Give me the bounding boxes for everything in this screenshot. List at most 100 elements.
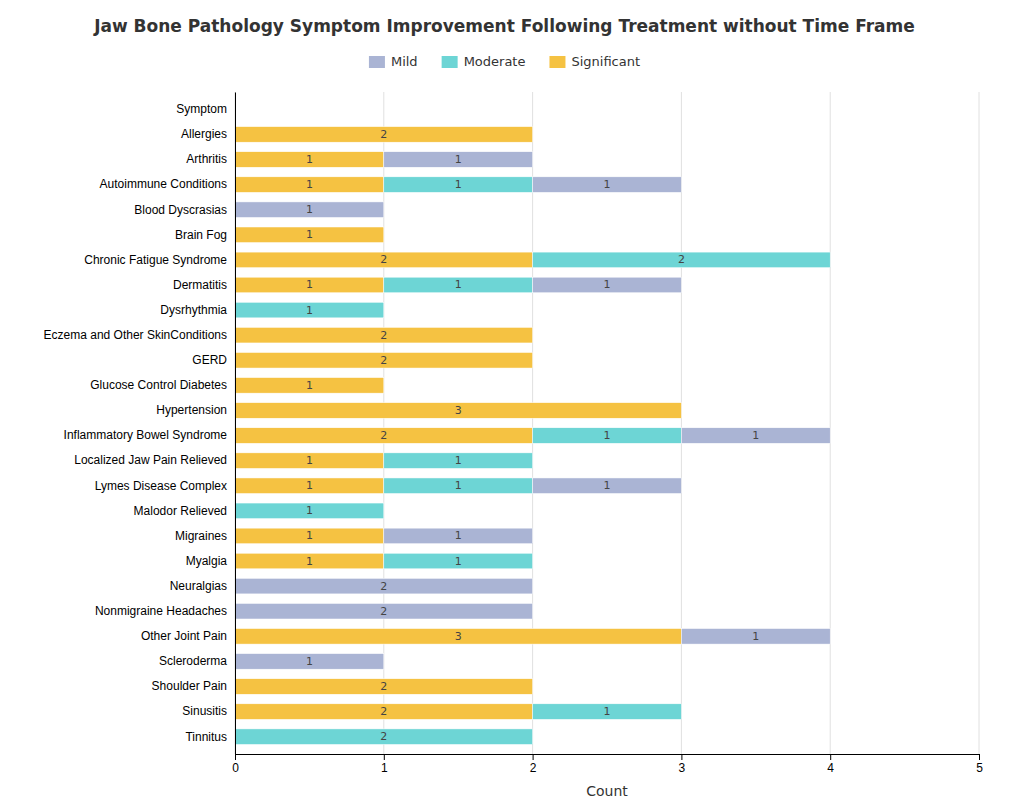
y-tick: Sinusitis xyxy=(182,704,227,718)
data-label: 3 xyxy=(455,404,462,417)
data-label: 1 xyxy=(306,655,313,668)
data-label: 2 xyxy=(380,605,387,618)
legend-item: Significant xyxy=(549,54,640,69)
x-tick-mark xyxy=(235,754,236,760)
data-label: 2 xyxy=(380,680,387,693)
x-tick: 3 xyxy=(679,754,686,775)
y-tick-label: Brain Fog xyxy=(175,228,227,242)
bar-segment xyxy=(235,478,384,494)
data-label: 1 xyxy=(306,555,313,568)
data-label: 1 xyxy=(455,454,462,467)
data-label: 1 xyxy=(455,153,462,166)
y-tick: Eczema and Other SkinConditions xyxy=(44,328,227,342)
y-tick: Inflammatory Bowel Syndrome xyxy=(64,428,228,442)
data-label: 1 xyxy=(604,278,611,291)
legend-label: Moderate xyxy=(464,54,526,69)
data-label: 1 xyxy=(604,429,611,442)
data-label: 1 xyxy=(455,479,462,492)
bar-segment xyxy=(235,177,384,193)
legend-swatch xyxy=(369,56,385,68)
data-label: 1 xyxy=(604,178,611,191)
data-label: 1 xyxy=(604,705,611,718)
bar-segment xyxy=(235,327,533,343)
data-label: 2 xyxy=(380,253,387,266)
y-tick: GERD xyxy=(192,353,227,367)
x-tick-label: 3 xyxy=(679,761,686,775)
y-tick-label: Localized Jaw Pain Relieved xyxy=(74,453,227,467)
y-tick-label: Neuralgias xyxy=(170,579,227,593)
y-tick-label: Lymes Disease Complex xyxy=(95,479,227,493)
y-axis-line xyxy=(235,93,236,755)
bar-segment xyxy=(235,352,533,368)
x-tick-mark xyxy=(830,754,831,760)
bar-segment xyxy=(235,403,681,419)
bar-segment xyxy=(235,553,384,569)
bar-segment xyxy=(384,553,533,569)
data-labels: 2111111122111122132111111111111223112212 xyxy=(306,128,759,743)
y-tick: Other Joint Pain xyxy=(141,629,227,643)
y-tick: Migraines xyxy=(175,529,227,543)
legend-item: Moderate xyxy=(442,54,526,69)
data-label: 1 xyxy=(306,504,313,517)
bar-segment xyxy=(235,227,384,243)
grid xyxy=(235,92,979,754)
y-axis: SymptomAllergiesArthritisAutoimmune Cond… xyxy=(44,93,236,755)
y-tick-label: Shoulder Pain xyxy=(152,679,227,693)
x-tick-label: 1 xyxy=(381,761,388,775)
data-label: 2 xyxy=(380,580,387,593)
y-tick: Tinnitus xyxy=(185,730,227,744)
data-label: 3 xyxy=(455,630,462,643)
bar-segment xyxy=(235,453,384,469)
y-tick: Hypertension xyxy=(156,403,227,417)
x-tick-mark xyxy=(533,754,534,760)
y-tick: Allergies xyxy=(181,127,227,141)
y-tick-label: Nonmigraine Headaches xyxy=(95,604,227,618)
y-tick: Brain Fog xyxy=(175,228,227,242)
x-tick-mark xyxy=(979,754,980,760)
y-tick: Blood Dyscrasias xyxy=(134,203,227,217)
y-tick: Scleroderma xyxy=(159,654,227,668)
y-tick-label: Blood Dyscrasias xyxy=(134,203,227,217)
bar-segment xyxy=(384,453,533,469)
y-tick: Nonmigraine Headaches xyxy=(95,604,227,618)
y-tick: Dysrhythmia xyxy=(160,303,227,317)
data-label: 2 xyxy=(380,730,387,743)
data-label: 1 xyxy=(306,153,313,166)
y-tick: Localized Jaw Pain Relieved xyxy=(74,453,227,467)
grid-line xyxy=(830,92,831,754)
y-tick: Arthritis xyxy=(186,152,227,166)
y-tick-label: Inflammatory Bowel Syndrome xyxy=(64,428,228,442)
y-tick-label: Hypertension xyxy=(156,403,227,417)
bar-segment xyxy=(235,528,384,544)
grid-line xyxy=(235,92,236,754)
bars xyxy=(235,127,830,745)
y-tick-label: Scleroderma xyxy=(159,654,227,668)
bar-segment xyxy=(235,277,384,293)
chart-svg: Jaw Bone Pathology Symptom Improvement F… xyxy=(0,0,1009,809)
bar-segment xyxy=(533,177,682,193)
x-tick: 2 xyxy=(530,754,537,775)
data-label: 1 xyxy=(306,278,313,291)
bar-segment xyxy=(384,152,533,168)
data-label: 2 xyxy=(678,253,685,266)
x-axis: 012345 xyxy=(232,754,983,775)
bar-segment xyxy=(235,603,533,619)
bar-segment xyxy=(533,252,831,268)
bar-segment xyxy=(235,428,533,444)
y-tick-label: Arthritis xyxy=(186,152,227,166)
data-label: 1 xyxy=(306,379,313,392)
x-tick: 1 xyxy=(381,754,388,775)
data-label: 1 xyxy=(752,630,759,643)
x-tick: 0 xyxy=(232,754,239,775)
y-tick: Neuralgias xyxy=(170,579,227,593)
legend-item: Mild xyxy=(369,54,418,69)
bar-segment xyxy=(533,478,682,494)
bar-segment xyxy=(235,378,384,394)
data-label: 2 xyxy=(380,429,387,442)
y-tick-label: GERD xyxy=(192,353,227,367)
data-label: 2 xyxy=(380,329,387,342)
x-axis-title: Count xyxy=(586,783,628,799)
y-tick: Lymes Disease Complex xyxy=(95,479,227,493)
y-tick: Chronic Fatigue Syndrome xyxy=(84,253,227,267)
y-tick: Glucose Control Diabetes xyxy=(90,378,227,392)
